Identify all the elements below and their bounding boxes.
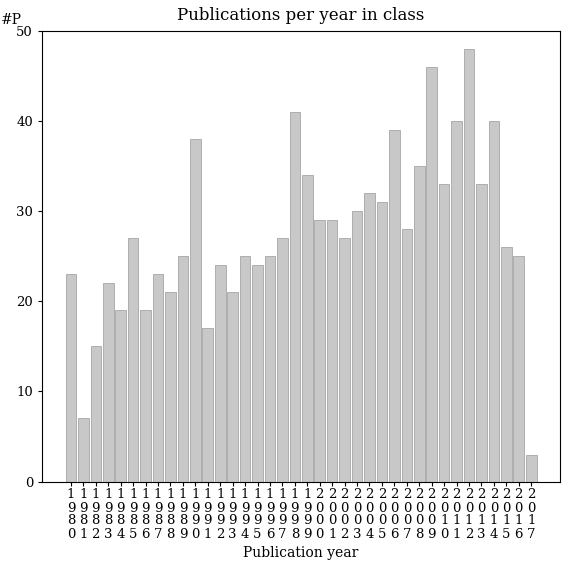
Bar [215,265,226,481]
Bar [426,67,437,481]
Bar [227,293,238,481]
Title: Publications per year in class: Publications per year in class [177,7,425,24]
Bar [202,328,213,481]
Bar [277,238,287,481]
Bar [352,211,362,481]
Bar [78,418,88,481]
Bar [476,184,486,481]
Bar [514,256,524,481]
Bar [439,184,450,481]
Bar [177,256,188,481]
Bar [103,284,113,481]
Bar [464,49,475,481]
Bar [140,310,151,481]
Bar [489,121,499,481]
Bar [339,238,350,481]
Bar [153,274,163,481]
Bar [265,256,275,481]
Bar [128,238,138,481]
X-axis label: Publication year: Publication year [243,546,359,560]
Bar [376,202,387,481]
Bar [401,229,412,481]
Bar [526,455,536,481]
Bar [327,220,337,481]
Text: #P: #P [1,12,22,27]
Bar [364,193,375,481]
Bar [66,274,76,481]
Bar [315,220,325,481]
Bar [190,139,201,481]
Bar [290,112,300,481]
Bar [302,175,312,481]
Bar [389,130,400,481]
Bar [240,256,251,481]
Bar [165,293,176,481]
Bar [451,121,462,481]
Bar [252,265,263,481]
Bar [116,310,126,481]
Bar [501,247,511,481]
Bar [91,346,101,481]
Bar [414,166,425,481]
